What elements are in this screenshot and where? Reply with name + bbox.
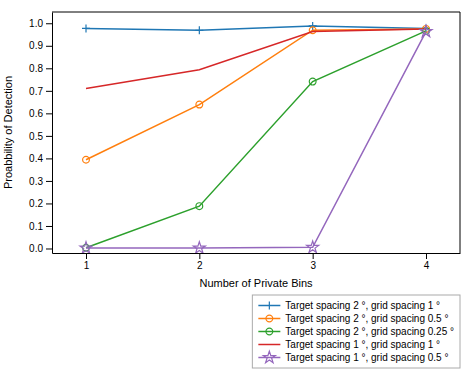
series-marker [83, 156, 90, 163]
y-tick-label: 0.7 [29, 86, 43, 97]
series-marker [196, 203, 203, 210]
x-tick-mark [86, 253, 87, 259]
legend-item: Target spacing 2 °, grid spacing 0.5 ° [258, 313, 448, 324]
y-tick-mark [46, 91, 52, 92]
legend-label: Target spacing 2 °, grid spacing 0.5 ° [285, 313, 448, 324]
y-tick-label: 0.5 [29, 131, 43, 142]
y-tick: 0.5 [29, 131, 52, 142]
x-tick-mark [313, 253, 314, 259]
series-marker [307, 241, 319, 252]
x-axis: 1 2 3 4 [53, 253, 461, 271]
y-tick-label: 0.6 [29, 108, 43, 119]
x-axis-title: Number of Private Bins [199, 277, 313, 289]
y-tick-label: 0.0 [29, 243, 43, 254]
frame-top [52, 12, 460, 13]
series-marker [420, 25, 432, 36]
series-line [86, 31, 426, 248]
legend-item: Target spacing 1 °, grid spacing 0.5 ° [258, 351, 448, 363]
legend-swatch [258, 357, 280, 359]
series-marker [193, 242, 205, 253]
x-tick-mark [426, 253, 427, 259]
chart: 1 2 3 4 0.0 0.1 0.2 0.3 0.4 0.5 0.6 0.7 0.8 0.9 1.0 Num… [0, 0, 476, 372]
x-tick: 3 [310, 253, 316, 271]
legend-label: Target spacing 2 °, grid spacing 1 ° [285, 300, 440, 311]
x-tick: 2 [197, 253, 203, 271]
legend-label: Target spacing 1 °, grid spacing 0.5 ° [285, 352, 448, 363]
y-tick: 0.6 [29, 108, 52, 119]
legend-swatch [258, 344, 280, 346]
legend-swatch [258, 318, 280, 320]
x-tick-label: 4 [424, 260, 430, 271]
series-marker [80, 242, 92, 253]
series-line [86, 32, 426, 248]
legend-item: Target spacing 2 °, grid spacing 0.25 ° [258, 326, 454, 337]
y-tick: 0.9 [29, 40, 52, 51]
y-axis-line [52, 13, 53, 254]
legend: Target spacing 2 °, grid spacing 1 ° Targ… [252, 295, 460, 368]
legend-marker [266, 315, 273, 322]
legend-label: Target spacing 1 °, grid spacing 1 ° [285, 339, 440, 350]
y-tick-mark [46, 68, 52, 69]
x-tick-mark [199, 253, 200, 259]
y-tick-mark [46, 181, 52, 182]
y-tick: 0.1 [29, 221, 52, 232]
y-tick-mark [46, 203, 52, 204]
legend-item: Target spacing 1 °, grid spacing 1 ° [258, 339, 440, 350]
series-line [86, 29, 426, 89]
y-tick-label: 0.3 [29, 176, 43, 187]
legend-label: Target spacing 2 °, grid spacing 0.25 ° [285, 326, 454, 337]
x-axis-line [53, 253, 461, 254]
series-marker [82, 24, 90, 32]
y-tick-label: 0.4 [29, 153, 43, 164]
y-tick: 0.7 [29, 86, 52, 97]
y-tick-label: 0.1 [29, 221, 43, 232]
plot: 1 2 3 4 0.0 0.1 0.2 0.3 0.4 0.5 0.6 0.7 0.8 0.9 1.0 Num… [2, 12, 461, 289]
legend-frame [252, 295, 460, 368]
y-tick-mark [46, 23, 52, 24]
y-tick: 0.0 [29, 243, 52, 254]
series-marker [196, 101, 203, 108]
x-tick: 4 [424, 253, 430, 271]
y-axis-title: Proabbility of Detection [2, 76, 14, 189]
x-tick-label: 3 [310, 260, 316, 271]
y-tick-mark [46, 248, 52, 249]
legend-marker [263, 351, 275, 362]
y-axis: 0.0 0.1 0.2 0.3 0.4 0.5 0.6 0.7 0.8 0.9 1.0 [29, 13, 52, 255]
frame-right [460, 12, 461, 253]
x-tick-label: 2 [197, 260, 203, 271]
legend-marker [266, 328, 273, 335]
x-tick-label: 1 [84, 260, 90, 271]
y-tick: 0.8 [29, 63, 52, 74]
y-tick: 0.2 [29, 198, 52, 209]
y-tick-mark [46, 113, 52, 114]
y-tick: 1.0 [29, 18, 52, 29]
y-tick-label: 0.9 [29, 40, 43, 51]
y-tick-label: 1.0 [29, 18, 43, 29]
x-tick: 1 [84, 253, 90, 271]
series-marker [195, 26, 203, 34]
y-tick: 0.3 [29, 176, 52, 187]
y-tick-mark [46, 136, 52, 137]
legend-swatch [258, 331, 280, 333]
y-tick-mark [46, 226, 52, 227]
y-tick: 0.4 [29, 153, 52, 164]
series-group [80, 22, 432, 253]
y-tick-mark [46, 158, 52, 159]
legend-item: Target spacing 2 °, grid spacing 1 ° [258, 300, 440, 311]
legend-marker [265, 302, 273, 310]
y-tick-label: 0.8 [29, 63, 43, 74]
series-marker [309, 78, 316, 85]
series-line [86, 29, 426, 160]
y-tick-mark [46, 46, 52, 47]
y-tick-label: 0.2 [29, 198, 43, 209]
